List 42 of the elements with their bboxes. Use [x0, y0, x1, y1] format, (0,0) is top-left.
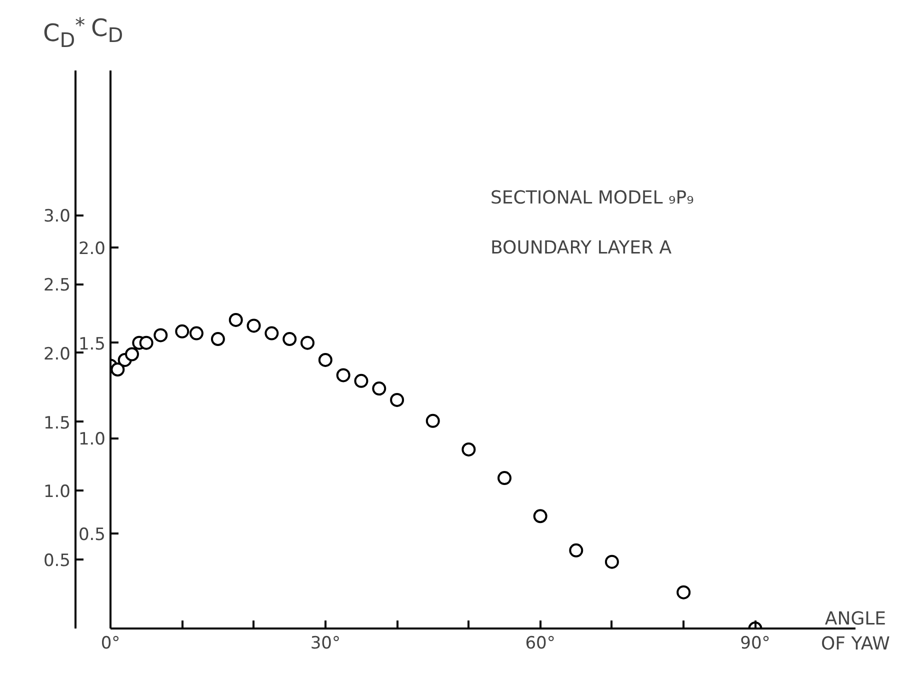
point — [210, 332, 225, 346]
point — [390, 392, 404, 407]
y2-tick-label: 3.0 — [43, 206, 71, 227]
annotation: BOUNDARY LAYER A — [490, 238, 672, 258]
x-tick-label: 90° — [740, 634, 770, 654]
y2-tick-label: 1.5 — [43, 413, 71, 434]
annotation: SECTIONAL MODEL ₉P₉ — [490, 188, 694, 208]
y-tick-label: 1.5 — [78, 334, 106, 354]
point — [228, 312, 243, 327]
x-tick-label: 30° — [310, 634, 340, 654]
x-tick-label: 0° — [100, 634, 120, 654]
x-axis-title: ANGLE OF YAW — [821, 608, 890, 655]
point — [246, 318, 261, 333]
x-tick-label: 60° — [525, 634, 556, 654]
point — [426, 414, 440, 428]
y-tick-label: 2.0 — [78, 239, 106, 260]
point — [676, 585, 691, 600]
point — [372, 382, 386, 396]
point — [318, 352, 332, 367]
point — [189, 326, 204, 340]
point — [154, 328, 168, 342]
point — [139, 336, 154, 350]
y-tick-label: 1.0 — [78, 430, 106, 450]
point — [110, 362, 125, 376]
y-tick-label: 0.5 — [78, 524, 106, 545]
y2-tick-label: 0.5 — [43, 551, 71, 572]
point — [569, 543, 584, 558]
point — [533, 509, 548, 524]
point — [124, 347, 139, 362]
point — [354, 374, 368, 388]
point — [300, 336, 314, 350]
y-axis-title: C$_{D}$ — [91, 13, 124, 49]
point — [497, 471, 512, 486]
point — [264, 326, 279, 340]
point — [282, 332, 297, 346]
point — [462, 442, 476, 456]
y2-tick-label: 2.5 — [43, 276, 71, 296]
point — [336, 368, 350, 382]
point — [175, 324, 190, 338]
y2-tick-label: 2.0 — [43, 344, 71, 364]
y2-tick-label: 1.0 — [43, 482, 71, 502]
point — [604, 554, 619, 569]
